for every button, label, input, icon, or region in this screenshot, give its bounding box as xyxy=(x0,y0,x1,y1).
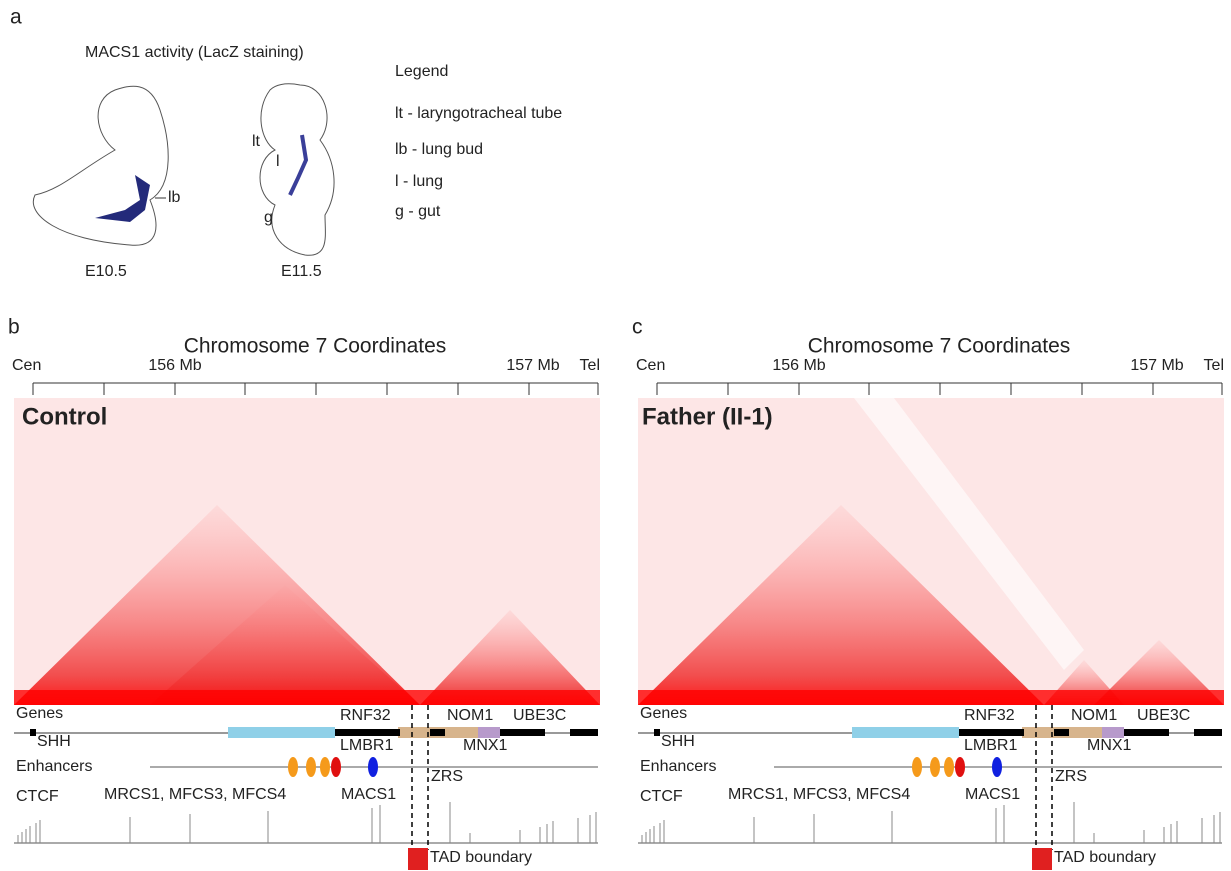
legend-title: Legend xyxy=(395,63,448,80)
axis-label: Tel xyxy=(580,357,600,374)
enhancer xyxy=(368,757,378,777)
gene xyxy=(500,729,545,736)
enhancer-label: MRCS1, MFCS3, MFCS4 xyxy=(728,786,910,803)
enhancer xyxy=(288,757,298,777)
axis-title: Chromosome 7 Coordinates xyxy=(184,335,447,358)
gene-label: MNX1 xyxy=(463,737,508,754)
gene xyxy=(1124,729,1169,736)
gene-region xyxy=(852,727,959,738)
tad xyxy=(638,505,1044,705)
track-label: Enhancers xyxy=(16,758,93,775)
axis-label: Tel xyxy=(1204,357,1224,374)
panel-label: c xyxy=(632,316,643,339)
axis-label: 156 Mb xyxy=(148,357,201,374)
sample-label: Control xyxy=(22,403,107,430)
panel-a: a MACS1 activity (LacZ staining) lb lt l… xyxy=(10,6,562,281)
axis-label: 157 Mb xyxy=(1130,357,1183,374)
gene-label: SHH xyxy=(661,733,695,750)
axis-title: Chromosome 7 Coordinates xyxy=(808,335,1071,358)
gene xyxy=(30,729,36,736)
embryo-label: lb xyxy=(168,189,181,206)
gene xyxy=(959,729,1024,736)
panel: b Chromosome 7 Coordinates Cen 156 Mb 157 Mb… xyxy=(8,316,600,870)
embryo-outline xyxy=(32,85,169,246)
gene xyxy=(1054,729,1069,736)
legend-item: lt - laryngotracheal tube xyxy=(395,105,562,122)
staining xyxy=(288,134,309,196)
gene xyxy=(430,729,445,736)
enhancer xyxy=(912,757,922,777)
gene-label: RNF32 xyxy=(964,707,1015,724)
enhancer-label: MACS1 xyxy=(965,786,1020,803)
gene-label: LMBR1 xyxy=(340,737,393,754)
embryo-label: l xyxy=(276,153,280,170)
gene-label: NOM1 xyxy=(1071,707,1117,724)
axis-label: 156 Mb xyxy=(772,357,825,374)
track-label: Genes xyxy=(16,705,63,722)
gene xyxy=(1194,729,1222,736)
enhancer-label: MACS1 xyxy=(341,786,396,803)
gene-region xyxy=(228,727,335,738)
tad-boundary-label: TAD boundary xyxy=(430,849,532,866)
stripe xyxy=(854,398,1084,670)
gene-label: UBE3C xyxy=(513,707,566,724)
tad xyxy=(1094,640,1224,705)
enhancer-label: ZRS xyxy=(431,768,463,785)
heatmap-base xyxy=(638,690,1224,705)
embryo-outline xyxy=(259,83,335,256)
gene-label: NOM1 xyxy=(447,707,493,724)
gene-region xyxy=(478,727,500,738)
enhancer xyxy=(331,757,341,777)
panel-label: a xyxy=(10,6,22,29)
tad xyxy=(150,585,420,705)
staining xyxy=(95,175,150,222)
embryo-label: lt xyxy=(252,133,261,150)
heatmap-base xyxy=(14,690,600,705)
legend-item: l - lung xyxy=(395,173,443,190)
gene-label: SHH xyxy=(37,733,71,750)
tad-boundary-marker xyxy=(408,848,428,870)
axis-label: Cen xyxy=(636,357,665,374)
track-label: CTCF xyxy=(640,788,683,805)
enhancer xyxy=(320,757,330,777)
gene xyxy=(335,729,400,736)
enhancer xyxy=(955,757,965,777)
tad-boundary-label: TAD boundary xyxy=(1054,849,1156,866)
track-label: Genes xyxy=(640,705,687,722)
axis-label: 157 Mb xyxy=(506,357,559,374)
panel-label: b xyxy=(8,316,20,339)
track-label: CTCF xyxy=(16,788,59,805)
panel-title: MACS1 activity (LacZ staining) xyxy=(85,44,304,61)
enhancer xyxy=(306,757,316,777)
enhancer-label: MRCS1, MFCS3, MFCS4 xyxy=(104,786,286,803)
gene xyxy=(654,729,660,736)
axis-label: Cen xyxy=(12,357,41,374)
stage-label: E11.5 xyxy=(281,263,322,280)
legend-item: g - gut xyxy=(395,203,441,220)
enhancer xyxy=(944,757,954,777)
stage-label: E10.5 xyxy=(85,263,127,280)
tad-boundary-marker xyxy=(1032,848,1052,870)
tad xyxy=(420,610,600,705)
track-label: Enhancers xyxy=(640,758,717,775)
enhancer-label: ZRS xyxy=(1055,768,1087,785)
gene-region xyxy=(1102,727,1124,738)
embryo-label: g xyxy=(264,209,273,226)
gene-label: RNF32 xyxy=(340,707,391,724)
sample-label: Father (II-1) xyxy=(642,403,773,430)
enhancer xyxy=(930,757,940,777)
gene-label: MNX1 xyxy=(1087,737,1132,754)
gene-label: LMBR1 xyxy=(964,737,1017,754)
legend-item: lb - lung bud xyxy=(395,141,483,158)
gene-label: UBE3C xyxy=(1137,707,1190,724)
panel: c Chromosome 7 Coordinates Cen 156 Mb 157 Mb… xyxy=(632,316,1224,870)
gene xyxy=(570,729,598,736)
enhancer xyxy=(992,757,1002,777)
